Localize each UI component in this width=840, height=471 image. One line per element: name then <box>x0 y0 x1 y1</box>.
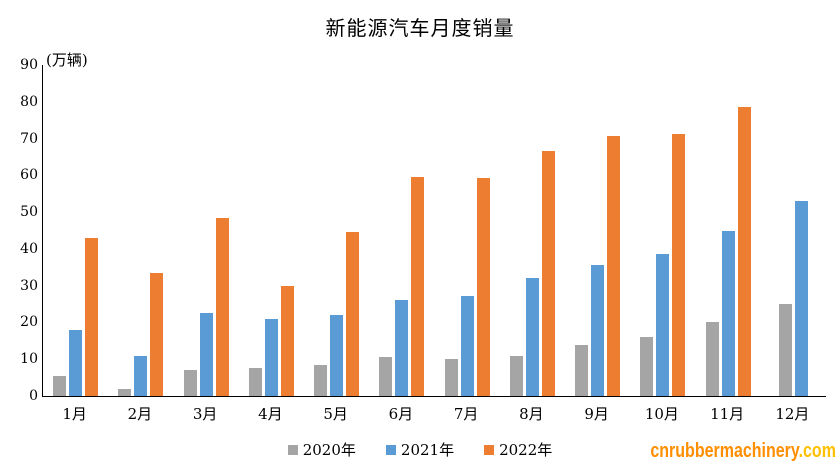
bar[interactable] <box>575 344 589 396</box>
bar[interactable] <box>150 272 164 396</box>
bar[interactable] <box>183 370 197 396</box>
legend-label: 2020年 <box>302 441 356 459</box>
bar-group <box>565 65 630 396</box>
x-axis-tick-label: 2月 <box>127 405 153 423</box>
legend-label: 2021年 <box>400 441 455 459</box>
y-axis-tick-label: 10 <box>20 351 38 368</box>
bar[interactable] <box>721 230 735 396</box>
bar[interactable] <box>118 388 132 396</box>
x-axis-tick-label: 4月 <box>258 405 283 423</box>
plot-area <box>42 65 826 397</box>
bar[interactable] <box>134 355 148 396</box>
bar[interactable] <box>476 178 490 396</box>
bar[interactable] <box>705 322 719 396</box>
bar[interactable] <box>411 177 425 396</box>
bar[interactable] <box>778 304 792 396</box>
legend-swatch-icon <box>385 444 396 455</box>
watermark-suffix: .com <box>798 440 836 462</box>
legend-label: 2022年 <box>499 441 553 459</box>
bar-group <box>108 65 173 396</box>
chart-title: 新能源汽车月度销量 <box>325 16 515 40</box>
bar[interactable] <box>591 264 605 396</box>
x-axis-tick-label: 7月 <box>453 405 479 423</box>
legend: 2020年 2021年 2022年 <box>0 439 840 460</box>
bar[interactable] <box>395 300 409 396</box>
bar[interactable] <box>379 357 393 396</box>
legend-item[interactable]: 2022年 <box>484 439 552 460</box>
bar-group <box>696 65 761 396</box>
y-axis-tick-label: 70 <box>20 130 38 147</box>
bar[interactable] <box>53 375 67 396</box>
bar[interactable] <box>444 359 458 396</box>
bar[interactable] <box>85 237 99 396</box>
bar[interactable] <box>607 135 621 396</box>
bar[interactable] <box>346 231 360 396</box>
bar[interactable] <box>215 217 229 396</box>
x-axis-tick-label: 6月 <box>388 405 414 423</box>
bar[interactable] <box>640 337 654 396</box>
x-axis-tick-label: 3月 <box>192 405 218 423</box>
y-axis-unit-label: (万辆) <box>46 51 88 69</box>
bar[interactable] <box>656 254 670 396</box>
bar-group <box>304 65 369 396</box>
x-axis-tick-label: 10月 <box>644 405 679 423</box>
bar-group <box>435 65 500 396</box>
bar[interactable] <box>525 277 539 396</box>
watermark: cnrubbermachinery.com <box>650 440 836 462</box>
y-axis-tick-label: 60 <box>20 167 38 184</box>
y-axis-tick-label: 0 <box>29 388 38 404</box>
bar[interactable] <box>737 107 751 396</box>
x-axis-tick-label: 12月 <box>775 405 810 423</box>
bar-group <box>500 65 565 396</box>
bar[interactable] <box>280 285 294 396</box>
y-axis-tick-label: 80 <box>20 93 38 110</box>
x-axis-tick-label: 9月 <box>584 405 609 423</box>
bar[interactable] <box>794 201 808 396</box>
x-axis-tick-label: 8月 <box>519 405 544 423</box>
bar[interactable] <box>460 296 474 396</box>
bar[interactable] <box>199 313 213 396</box>
bar[interactable] <box>314 364 328 396</box>
bar-group <box>630 65 695 396</box>
bar[interactable] <box>248 368 262 396</box>
bar[interactable] <box>541 151 555 396</box>
bar-group <box>369 65 434 396</box>
bar-group <box>43 65 108 396</box>
legend-item[interactable]: 2020年 <box>287 439 356 460</box>
bar[interactable] <box>509 355 523 396</box>
y-axis-tick-label: 30 <box>20 277 38 294</box>
legend-item[interactable]: 2021年 <box>385 439 455 460</box>
legend-swatch-icon <box>287 444 298 455</box>
watermark-main: cnrubbermachinery <box>650 440 799 462</box>
y-axis-tick-label: 40 <box>20 240 38 257</box>
y-axis-tick-label: 20 <box>20 314 38 331</box>
y-axis-tick-label: 90 <box>20 57 38 73</box>
x-axis-tick-label: 5月 <box>323 405 348 423</box>
legend-swatch-icon <box>484 444 495 455</box>
bar-group <box>761 65 826 396</box>
bar-group <box>174 65 239 396</box>
bar[interactable] <box>330 315 344 396</box>
x-axis-tick-label: 11月 <box>710 405 745 423</box>
y-axis-tick-label: 50 <box>20 204 38 221</box>
bar[interactable] <box>672 133 686 396</box>
bar[interactable] <box>264 318 278 396</box>
x-axis-labels: 1月 2月 3月 4月 5月 6月 7月 8月 9月 10月 11月 12月 <box>42 403 825 424</box>
y-axis-labels: 90 80 70 60 50 40 30 20 10 0 <box>0 0 38 471</box>
bar[interactable] <box>69 329 83 396</box>
x-axis-tick-label: 1月 <box>62 405 87 423</box>
bar-group <box>239 65 304 396</box>
